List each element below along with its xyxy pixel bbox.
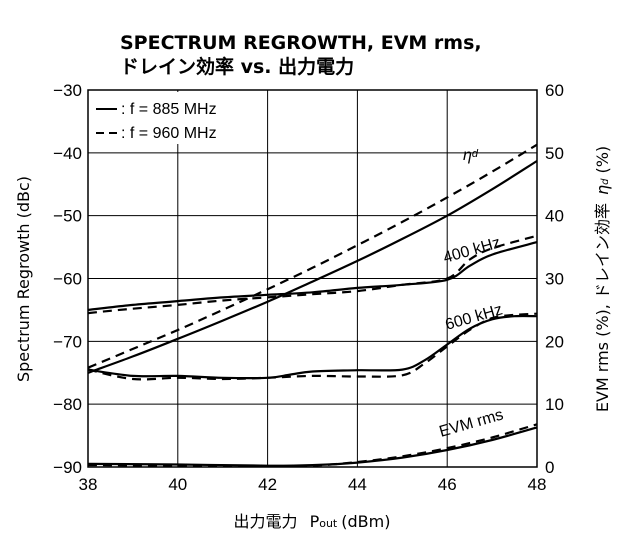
x-axis-title-symbol: P: [310, 512, 320, 531]
y-tick-label: −60: [53, 270, 82, 289]
y2-tick-label: 10: [545, 395, 564, 414]
series-group: [87, 143, 538, 468]
y-tick-label: −30: [53, 81, 82, 100]
y2-axis-title-sub: d: [600, 178, 611, 185]
x-tick-label: 42: [258, 475, 277, 494]
y2-tick-label: 60: [545, 81, 564, 100]
x-axis-title-text: 出力電力: [234, 512, 298, 531]
annotation-600khz: 600 kHz: [443, 301, 504, 334]
y-tick-label: −90: [53, 458, 82, 477]
x-tick-label: 40: [168, 475, 187, 494]
y2-axis-title: EVM rms (%), ドレイン効率 ηd (%): [593, 146, 612, 412]
y2-axis-ticks: 60 50 40 30 20 10 0: [545, 81, 564, 477]
series-line: [87, 160, 538, 374]
y-tick-label: −80: [53, 395, 82, 414]
y2-tick-label: 0: [545, 458, 554, 477]
annotation-efficiency: ηd: [463, 147, 479, 164]
series-line: [87, 241, 538, 311]
annotation-efficiency-sub: d: [472, 148, 479, 160]
y-tick-label: −50: [53, 207, 82, 226]
x-axis-title-unit: (dBm): [341, 512, 390, 531]
chart-title-line-2: ドレイン効率 vs. 出力電力: [120, 55, 354, 78]
series-line: [87, 314, 538, 380]
y2-tick-label: 40: [545, 207, 564, 226]
series-line: [87, 423, 538, 468]
y-tick-label: −40: [53, 144, 82, 163]
y2-axis-title-symbol: η: [593, 185, 612, 195]
x-axis-ticks: 38 40 42 44 46 48: [79, 475, 547, 494]
x-tick-label: 44: [348, 475, 367, 494]
y2-tick-label: 30: [545, 270, 564, 289]
x-tick-label: 46: [438, 475, 457, 494]
y2-tick-label: 20: [545, 332, 564, 351]
legend-box: [90, 92, 262, 144]
y2-axis-title-unit: (%): [593, 146, 612, 174]
x-axis-title: 出力電力 Pout (dBm): [234, 512, 391, 531]
y-axis-ticks: −30 −40 −50 −60 −70 −80 −90: [53, 81, 82, 477]
x-axis-title-sub: out: [319, 517, 338, 530]
grid: [88, 90, 537, 467]
y2-tick-label: 50: [545, 144, 564, 163]
y-axis-title: Spectrum Regrowth (dBc): [14, 176, 33, 382]
series-line: [87, 143, 538, 369]
legend-label-885: : f = 885 MHz: [121, 101, 217, 118]
plot-frame: [87, 89, 538, 468]
annotation-400khz: 400 kHz: [441, 234, 502, 267]
legend-label-960: : f = 960 MHz: [121, 125, 217, 142]
series-line: [87, 426, 538, 467]
chart-title-line-1: SPECTRUM REGROWTH, EVM rms,: [120, 32, 482, 54]
series-line: [87, 234, 538, 315]
series-line: [87, 312, 538, 381]
x-tick-label: 38: [79, 475, 98, 494]
y-tick-label: −70: [53, 332, 82, 351]
legend: : f = 885 MHz : f = 960 MHz: [90, 92, 262, 144]
y2-axis-title-text: EVM rms (%), ドレイン効率: [593, 203, 612, 412]
x-tick-label: 48: [528, 475, 547, 494]
annotation-efficiency-symbol: η: [463, 147, 472, 164]
